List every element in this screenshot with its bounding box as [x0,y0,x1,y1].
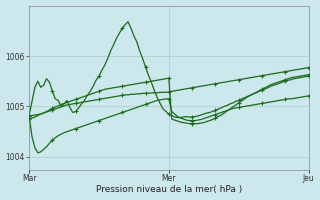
X-axis label: Pression niveau de la mer( hPa ): Pression niveau de la mer( hPa ) [96,185,242,194]
